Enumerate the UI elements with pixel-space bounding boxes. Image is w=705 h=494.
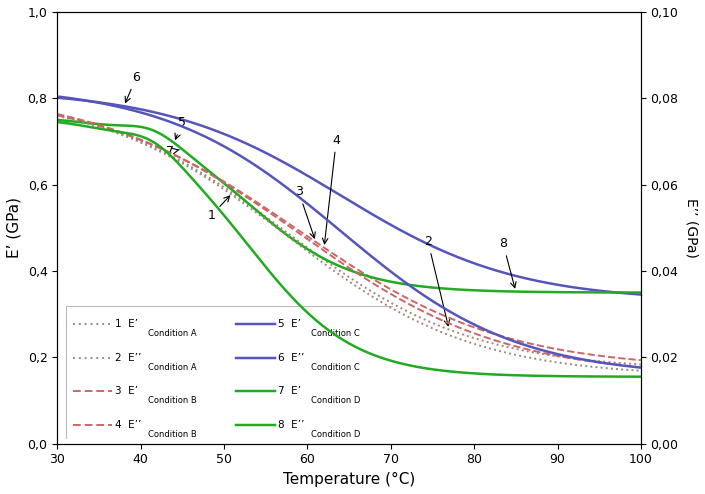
Text: 2: 2 [424,235,450,326]
Text: 5: 5 [175,117,186,139]
Text: 8: 8 [499,237,516,288]
Text: 4: 4 [322,134,341,244]
Text: 6: 6 [125,71,140,102]
Text: 3: 3 [295,185,315,238]
Y-axis label: E’ (GPa): E’ (GPa) [7,198,22,258]
Text: 7: 7 [166,145,179,158]
Text: 1: 1 [207,196,230,222]
Y-axis label: E’’ (GPa): E’’ (GPa) [684,198,698,258]
X-axis label: Temperature (°C): Temperature (°C) [283,472,415,487]
